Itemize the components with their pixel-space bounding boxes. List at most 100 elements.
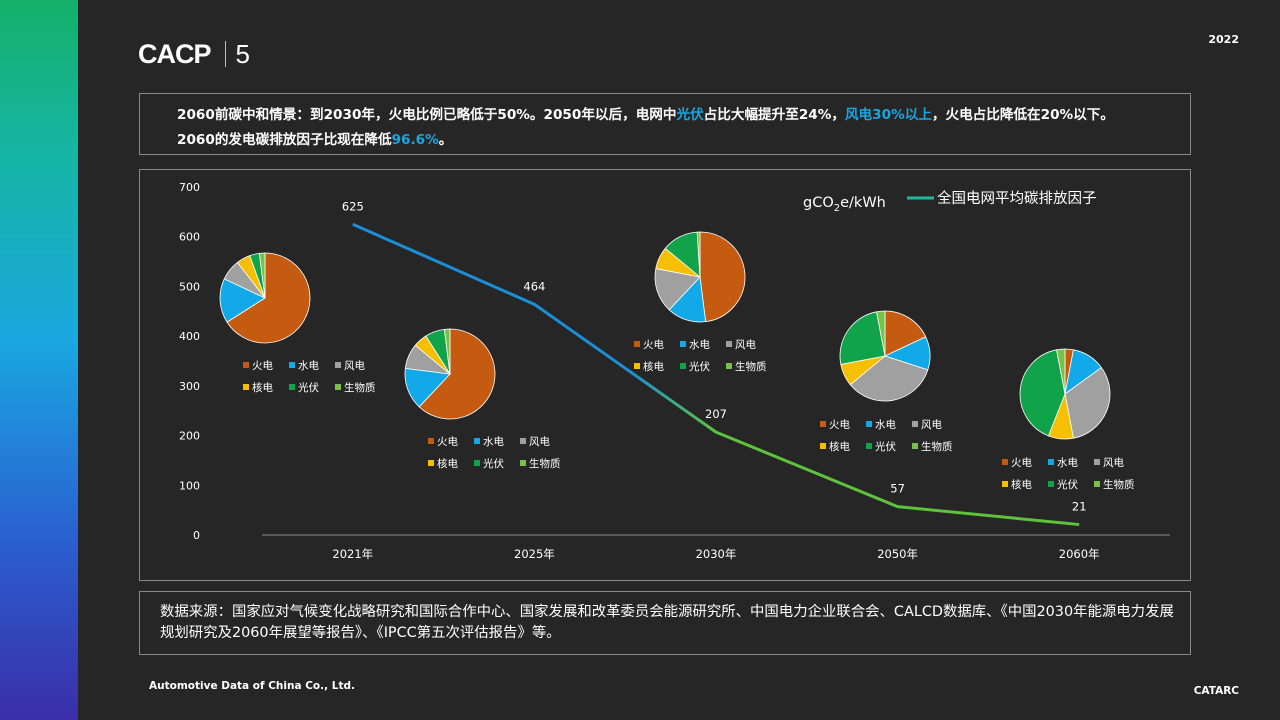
pie-legend-swatch	[680, 341, 686, 347]
pie-legend-label: 核电	[1011, 478, 1033, 491]
pie-legend-label: 火电	[252, 359, 273, 372]
y-tick-label: 400	[179, 330, 200, 343]
pie-legend-label: 光伏	[875, 440, 896, 453]
pie-legend-swatch	[428, 438, 434, 444]
pie-slice	[699, 231, 746, 323]
pie-legend-swatch	[289, 384, 295, 390]
year-tag: 2022	[1208, 33, 1239, 46]
pie-legend-swatch	[1094, 459, 1100, 465]
footer-company: Automotive Data of China Co., Ltd.	[149, 680, 355, 692]
pie-legend-swatch	[912, 443, 918, 449]
chart-container: 0 100 200 300 400 500 600 700 2021年 2025年 2030年 20…	[139, 169, 1191, 581]
x-tick-label: 2025年	[514, 547, 555, 561]
pie-legend-label: 火电	[829, 418, 850, 431]
source-box: 数据来源：国家应对气候变化战略研究和国际合作中心、国家发展和改革委员会能源研究所…	[139, 591, 1191, 655]
pie-legend-label: 风电	[529, 435, 550, 448]
x-tick-label: 2050年	[877, 547, 918, 561]
summary-text-5: 。	[438, 132, 453, 148]
y-tick-label: 200	[179, 430, 200, 443]
pie-legend-label: 风电	[735, 338, 756, 351]
pie-legend-label: 核电	[643, 360, 664, 373]
pie-legend-label: 火电	[643, 338, 664, 351]
x-tick-label: 2060年	[1059, 547, 1100, 561]
pie-legend-label: 光伏	[1057, 478, 1079, 491]
summary-highlight-wind: 风电30%以上	[844, 107, 932, 123]
pie-legend-label: 核电	[252, 381, 273, 394]
y-tick-label: 300	[179, 380, 200, 393]
pie-legend-swatch	[820, 421, 826, 427]
pie-slice	[418, 328, 496, 420]
pie-legend-swatch	[866, 421, 872, 427]
pie-legend-swatch	[1002, 481, 1008, 487]
summary-highlight-solar: 光伏	[676, 107, 704, 123]
pie-slice	[443, 328, 451, 375]
pie-legend-swatch	[1094, 481, 1100, 487]
pie-legend-swatch	[289, 362, 295, 368]
pie-legend-swatch	[335, 384, 341, 390]
pie-legend-label: 水电	[689, 338, 710, 351]
unit-label: gCO2e/kWh	[803, 195, 886, 214]
summary-text-1: 2060前碳中和情景：到2030年，火电比例已略低于50%。2050年以后，电网…	[177, 107, 677, 123]
pie-legend-swatch	[634, 363, 640, 369]
pie-slice	[226, 252, 311, 344]
pie-legend-swatch	[680, 363, 686, 369]
pie-slice	[1019, 349, 1066, 437]
pie-slice	[1056, 348, 1066, 395]
data-label: 625	[342, 199, 364, 213]
pie-legend-label: 风电	[1103, 456, 1125, 469]
pie-slice	[876, 310, 886, 357]
pie-legend-swatch	[428, 460, 434, 466]
pie-legend-swatch	[474, 438, 480, 444]
y-tick-label: 600	[179, 231, 200, 244]
pie-legend-swatch	[335, 362, 341, 368]
pie-legend-swatch	[474, 460, 480, 466]
data-label: 464	[523, 279, 545, 293]
summary-text-3: ，火电占比降低在20%以下。	[931, 107, 1114, 123]
y-tick-label: 100	[179, 479, 200, 492]
pie-legend-label: 生物质	[344, 381, 376, 394]
data-label: 57	[890, 482, 905, 496]
pie-legend-swatch	[820, 443, 826, 449]
legend-label: 全国电网平均碳排放因子	[937, 189, 1097, 207]
logo-number: 5	[235, 38, 250, 69]
side-gradient-bar	[0, 0, 78, 720]
pie-legend-swatch	[1002, 459, 1008, 465]
emission-factor-line	[352, 222, 1080, 527]
pie-slice	[839, 311, 886, 365]
pie-legend-label: 水电	[875, 418, 896, 431]
logo-text: CACP	[138, 38, 212, 69]
pie-legend-swatch	[1048, 481, 1054, 487]
pie-legend-label: 风电	[344, 359, 365, 372]
logo-divider	[224, 41, 226, 67]
y-tick-label: 700	[179, 181, 200, 194]
pie-slice	[654, 268, 701, 311]
pie-legend-swatch	[520, 438, 526, 444]
pie-legend-label: 生物质	[1103, 478, 1135, 491]
pie-legend-swatch	[243, 384, 249, 390]
x-tick-label: 2030年	[696, 547, 737, 561]
source-text: 数据来源：国家应对气候变化战略研究和国际合作中心、国家发展和改革委员会能源研究所…	[160, 604, 1174, 641]
pie-legend-swatch	[520, 460, 526, 466]
pie-legend-label: 光伏	[483, 457, 504, 470]
pie-slice	[696, 231, 701, 278]
summary-text-2: 占比大幅提升至24%，	[703, 107, 845, 123]
emission-chart: 0 100 200 300 400 500 600 700 2021年 2025年 2030年 20…	[179, 181, 1170, 561]
pie-legend-label: 水电	[483, 435, 504, 448]
footer-brand: CATARC	[1193, 685, 1239, 697]
pie-legend-swatch	[726, 363, 732, 369]
pie-legend-swatch	[726, 341, 732, 347]
x-tick-label: 2021年	[332, 547, 373, 561]
pie-legend-swatch	[866, 443, 872, 449]
pie-legend-swatch	[912, 421, 918, 427]
pie-legend-swatch	[634, 341, 640, 347]
pie-legend-label: 生物质	[921, 440, 953, 453]
pie-legend-label: 光伏	[689, 360, 710, 373]
pie-slice	[884, 310, 927, 357]
pie-legend-label: 水电	[298, 359, 319, 372]
pie-legend-label: 风电	[921, 418, 942, 431]
